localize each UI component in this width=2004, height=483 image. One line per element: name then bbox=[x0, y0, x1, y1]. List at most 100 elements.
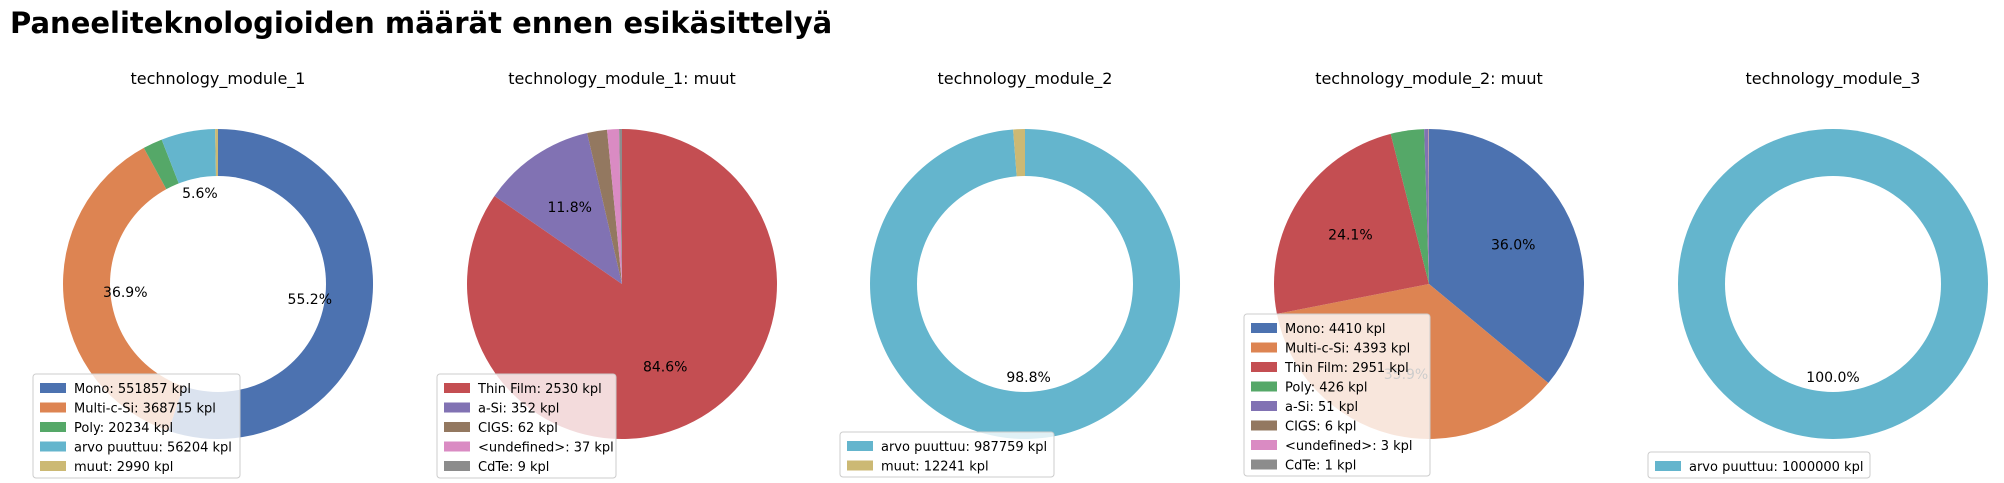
legend: arvo puuttuu: 987759 kpl muut: 12241 kpl bbox=[839, 431, 1055, 478]
legend-label: Multi-c-Si: 4393 kpl bbox=[1285, 342, 1410, 357]
legend-label: muut: 2990 kpl bbox=[74, 460, 173, 475]
legend-label: arvo puuttuu: 987759 kpl bbox=[881, 440, 1047, 455]
legend-swatch bbox=[1251, 459, 1277, 470]
legend-item[interactable]: a-Si: 352 kpl bbox=[444, 402, 559, 417]
pie-slice-thin-film[interactable] bbox=[467, 129, 778, 439]
legend-label: a-Si: 352 kpl bbox=[478, 402, 559, 417]
legend-swatch bbox=[444, 383, 470, 393]
slice-percent-label: 100.0% bbox=[1806, 370, 1859, 386]
legend-swatch bbox=[40, 402, 66, 413]
legend-item[interactable]: arvo puuttuu: 56204 kpl bbox=[40, 441, 232, 456]
pie-slice-poly[interactable] bbox=[1390, 129, 1429, 284]
legend-label: Poly: 426 kpl bbox=[1285, 381, 1368, 396]
legend-item[interactable]: Mono: 551857 kpl bbox=[40, 382, 191, 397]
legend-label: Mono: 4410 kpl bbox=[1285, 322, 1385, 337]
legend-swatch bbox=[1251, 420, 1277, 431]
legend-swatch bbox=[1251, 323, 1277, 333]
legend-label: <undefined>: 3 kpl bbox=[1285, 439, 1413, 454]
pie-slice-thin-film[interactable] bbox=[1273, 133, 1429, 314]
legend: Mono: 551857 kpl Multi-c-Si: 368715 kpl Po… bbox=[32, 373, 241, 479]
chart-title: technology_module_2 bbox=[938, 69, 1113, 89]
legend-item[interactable]: muut: 2990 kpl bbox=[40, 460, 173, 475]
legend-label: CIGS: 62 kpl bbox=[478, 421, 558, 436]
legend-label: CdTe: 9 kpl bbox=[478, 460, 549, 475]
legend-label: muut: 12241 kpl bbox=[881, 460, 989, 475]
pie-slice-undefined[interactable] bbox=[607, 129, 622, 284]
legend-swatch bbox=[40, 422, 66, 432]
legend-item[interactable]: CdTe: 9 kpl bbox=[444, 460, 549, 475]
legend-box bbox=[1647, 451, 1871, 479]
chart-1: technology_module_1 55.2% 36.9% 5.6% Mono: 5… bbox=[32, 69, 374, 479]
legend-item[interactable]: <undefined>: 3 kpl bbox=[1251, 439, 1413, 454]
legend-box bbox=[1243, 313, 1431, 477]
legend-item[interactable]: muut: 12241 kpl bbox=[847, 460, 989, 475]
legend-swatch bbox=[1251, 401, 1277, 411]
legend-item[interactable]: a-Si: 51 kpl bbox=[1251, 400, 1358, 415]
slice-percent-label: 36.0% bbox=[1491, 238, 1535, 254]
legend-item[interactable]: Mono: 4410 kpl bbox=[1251, 322, 1385, 337]
legend-swatch bbox=[847, 441, 873, 451]
pie-slice-cigs[interactable] bbox=[587, 129, 622, 284]
chart-title: technology_module_2: muut bbox=[1315, 69, 1543, 89]
donut-hole bbox=[917, 176, 1133, 392]
legend-swatch bbox=[1251, 381, 1277, 392]
slice-percent-label: 5.6% bbox=[182, 186, 218, 202]
chart-title: technology_module_1: muut bbox=[508, 69, 736, 89]
legend-swatch bbox=[444, 461, 470, 471]
legend-item[interactable]: CdTe: 1 kpl bbox=[1251, 459, 1356, 474]
legend-swatch bbox=[1655, 461, 1681, 471]
legend-item[interactable]: arvo puuttuu: 1000000 kpl bbox=[1655, 460, 1863, 475]
legend-label: arvo puuttuu: 56204 kpl bbox=[74, 441, 232, 456]
legend-swatch bbox=[40, 383, 66, 393]
chart-2: technology_module_1: muut 84.6% 11.8% Thin … bbox=[436, 69, 778, 479]
legend-item[interactable]: Poly: 426 kpl bbox=[1251, 381, 1368, 396]
legend-swatch bbox=[847, 460, 873, 471]
pie-slice-mono[interactable] bbox=[1429, 129, 1585, 383]
chart-3: technology_module_2 98.8% arvo puuttuu: 98… bbox=[839, 69, 1181, 478]
legend-label: Poly: 20234 kpl bbox=[74, 421, 173, 436]
legend-item[interactable]: Poly: 20234 kpl bbox=[40, 421, 173, 436]
legend-label: CIGS: 6 kpl bbox=[1285, 420, 1357, 435]
legend-swatch bbox=[1251, 440, 1277, 450]
legend-label: CdTe: 1 kpl bbox=[1285, 459, 1356, 474]
legend-label: Multi-c-Si: 368715 kpl bbox=[74, 402, 216, 417]
legend-label: Thin Film: 2951 kpl bbox=[1284, 361, 1409, 376]
legend-swatch bbox=[444, 441, 470, 452]
slice-percent-label: 98.8% bbox=[1006, 370, 1050, 386]
pie-slice-cdte[interactable] bbox=[619, 129, 622, 284]
donut-hole bbox=[1725, 176, 1941, 392]
legend-item[interactable]: CIGS: 6 kpl bbox=[1251, 420, 1357, 435]
legend-label: a-Si: 51 kpl bbox=[1285, 400, 1358, 415]
legend-label: <undefined>: 37 kpl bbox=[478, 441, 614, 456]
pie-slice-a-si[interactable] bbox=[1424, 129, 1429, 284]
legend-item[interactable]: Thin Film: 2951 kpl bbox=[1251, 361, 1409, 376]
slice-percent-label: 11.8% bbox=[547, 200, 591, 216]
legend-swatch bbox=[444, 402, 470, 413]
slice-percent-label: 55.2% bbox=[288, 292, 332, 308]
slice-percent-label: 84.6% bbox=[643, 359, 687, 375]
legend-box bbox=[839, 431, 1055, 478]
figure-title: Paneeliteknologioiden määrät ennen esikä… bbox=[10, 6, 833, 40]
chart-title: technology_module_3 bbox=[1746, 69, 1921, 89]
legend-item[interactable]: Thin Film: 2530 kpl bbox=[444, 382, 602, 397]
legend-box bbox=[32, 373, 241, 479]
legend-item[interactable]: CIGS: 62 kpl bbox=[444, 421, 558, 436]
legend-swatch bbox=[40, 461, 66, 471]
legend-label: arvo puuttuu: 1000000 kpl bbox=[1689, 460, 1863, 475]
legend-label: Mono: 551857 kpl bbox=[74, 382, 191, 397]
slice-percent-label: 24.1% bbox=[1328, 227, 1372, 243]
pie-slice-a-si[interactable] bbox=[494, 132, 622, 284]
legend-item[interactable]: arvo puuttuu: 987759 kpl bbox=[847, 440, 1047, 455]
chart-title: technology_module_1 bbox=[131, 69, 306, 89]
legend-item[interactable]: <undefined>: 37 kpl bbox=[444, 441, 614, 456]
legend: Thin Film: 2530 kpl a-Si: 352 kpl CIGS: 62… bbox=[436, 373, 617, 479]
legend-item[interactable]: Multi-c-Si: 368715 kpl bbox=[40, 402, 216, 417]
legend-item[interactable]: Multi-c-Si: 4393 kpl bbox=[1251, 342, 1410, 357]
legend-swatch bbox=[1251, 362, 1277, 372]
legend-swatch bbox=[1251, 342, 1277, 353]
legend: Mono: 4410 kpl Multi-c-Si: 4393 kpl Thin F… bbox=[1243, 313, 1431, 477]
pie-slice-cigs[interactable] bbox=[1428, 128, 1429, 284]
chart-4: technology_module_2: muut36.0%35.9%24.1%… bbox=[1243, 69, 1585, 477]
legend-swatch bbox=[444, 422, 470, 432]
